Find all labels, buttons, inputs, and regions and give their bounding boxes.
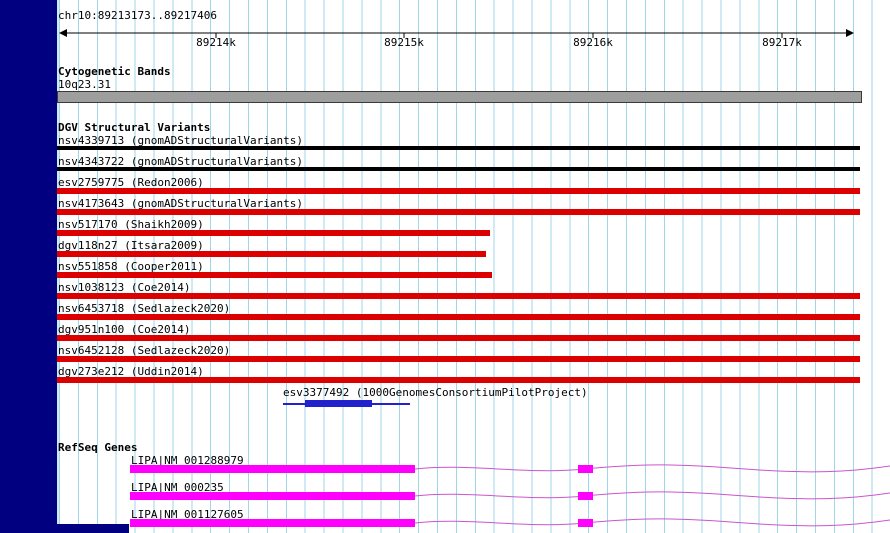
- region-label: chr10:89213173..89217406: [58, 9, 217, 22]
- ruler-tick-label: 89217k: [762, 36, 802, 49]
- gene-cds-bar[interactable]: [130, 492, 415, 500]
- dgv-variant-bar[interactable]: [57, 146, 860, 150]
- ruler: [59, 29, 854, 38]
- dgv-variant-bar[interactable]: [57, 230, 490, 236]
- dgv-variant-bar[interactable]: [57, 209, 860, 215]
- cytoband-name: 10q23.31: [58, 78, 111, 91]
- variant-interval-core[interactable]: [305, 400, 372, 407]
- dgv-track-label: nsv1038123 (Coe2014): [58, 281, 191, 294]
- dgv-section-title: DGV Structural Variants: [58, 121, 211, 134]
- gene-label: LIPA|NM_001288979: [131, 454, 244, 467]
- refseq-section-title: RefSeq Genes: [58, 441, 138, 454]
- ruler-tick-label: 89214k: [196, 36, 236, 49]
- dgv-variant-bar[interactable]: [57, 293, 860, 299]
- dgv-variant-bar[interactable]: [57, 356, 860, 362]
- gene-exon[interactable]: [578, 492, 593, 500]
- dgv-variant-bar[interactable]: [57, 377, 860, 383]
- dgv-variant-bar[interactable]: [57, 167, 860, 171]
- gene-label: LIPA|NM_000235: [131, 481, 224, 494]
- bottom-margin: [0, 524, 129, 533]
- cytobands-section-title: Cytogenetic Bands: [58, 65, 171, 78]
- dgv-variant-bar[interactable]: [57, 272, 492, 278]
- ruler-tick-label: 89215k: [384, 36, 424, 49]
- gene-cds-bar[interactable]: [130, 465, 415, 473]
- dgv-track-label: dgv118n27 (Itsara2009): [58, 239, 204, 252]
- dgv-track-label: esv3377492 (1000GenomesConsortiumPilotPr…: [283, 386, 588, 399]
- dgv-variant-bar[interactable]: [57, 335, 860, 341]
- dgv-track-label: nsv4343722 (gnomADStructuralVariants): [58, 155, 304, 168]
- dgv-track-label: nsv4339713 (gnomADStructuralVariants): [58, 134, 304, 147]
- dgv-track-label: esv2759775 (Redon2006): [58, 176, 204, 189]
- dgv-track-label: nsv6452128 (Sedlazeck2020): [58, 344, 231, 357]
- dgv-track-label: nsv551858 (Cooper2011): [58, 260, 204, 273]
- gene-label: LIPA|NM_001127605: [131, 508, 244, 521]
- dgv-track-label: dgv273e212 (Uddin2014): [58, 365, 204, 378]
- gene-exon[interactable]: [578, 519, 593, 527]
- dgv-track-label: nsv4173643 (gnomADStructuralVariants): [58, 197, 304, 210]
- ruler-tick-label: 89216k: [573, 36, 613, 49]
- dgv-variant-bar[interactable]: [57, 188, 860, 194]
- gene-connector-line: [414, 514, 890, 532]
- dgv-track-label: nsv6453718 (Sedlazeck2020): [58, 302, 231, 315]
- dgv-variant-bar[interactable]: [57, 251, 486, 257]
- dgv-track-label: nsv517170 (Shaikh2009): [58, 218, 204, 231]
- dgv-variant-bar[interactable]: [57, 314, 860, 320]
- gene-connector-line: [414, 487, 890, 505]
- dgv-track-label: dgv951n100 (Coe2014): [58, 323, 191, 336]
- gene-connector-line: [414, 460, 890, 478]
- gene-cds-bar[interactable]: [130, 519, 415, 527]
- cytoband-bar[interactable]: [57, 91, 862, 103]
- browser-panel: chr10:89213173..89217406 89214k 89215k 892…: [57, 0, 890, 533]
- gene-exon[interactable]: [578, 465, 593, 473]
- left-margin: [0, 0, 57, 533]
